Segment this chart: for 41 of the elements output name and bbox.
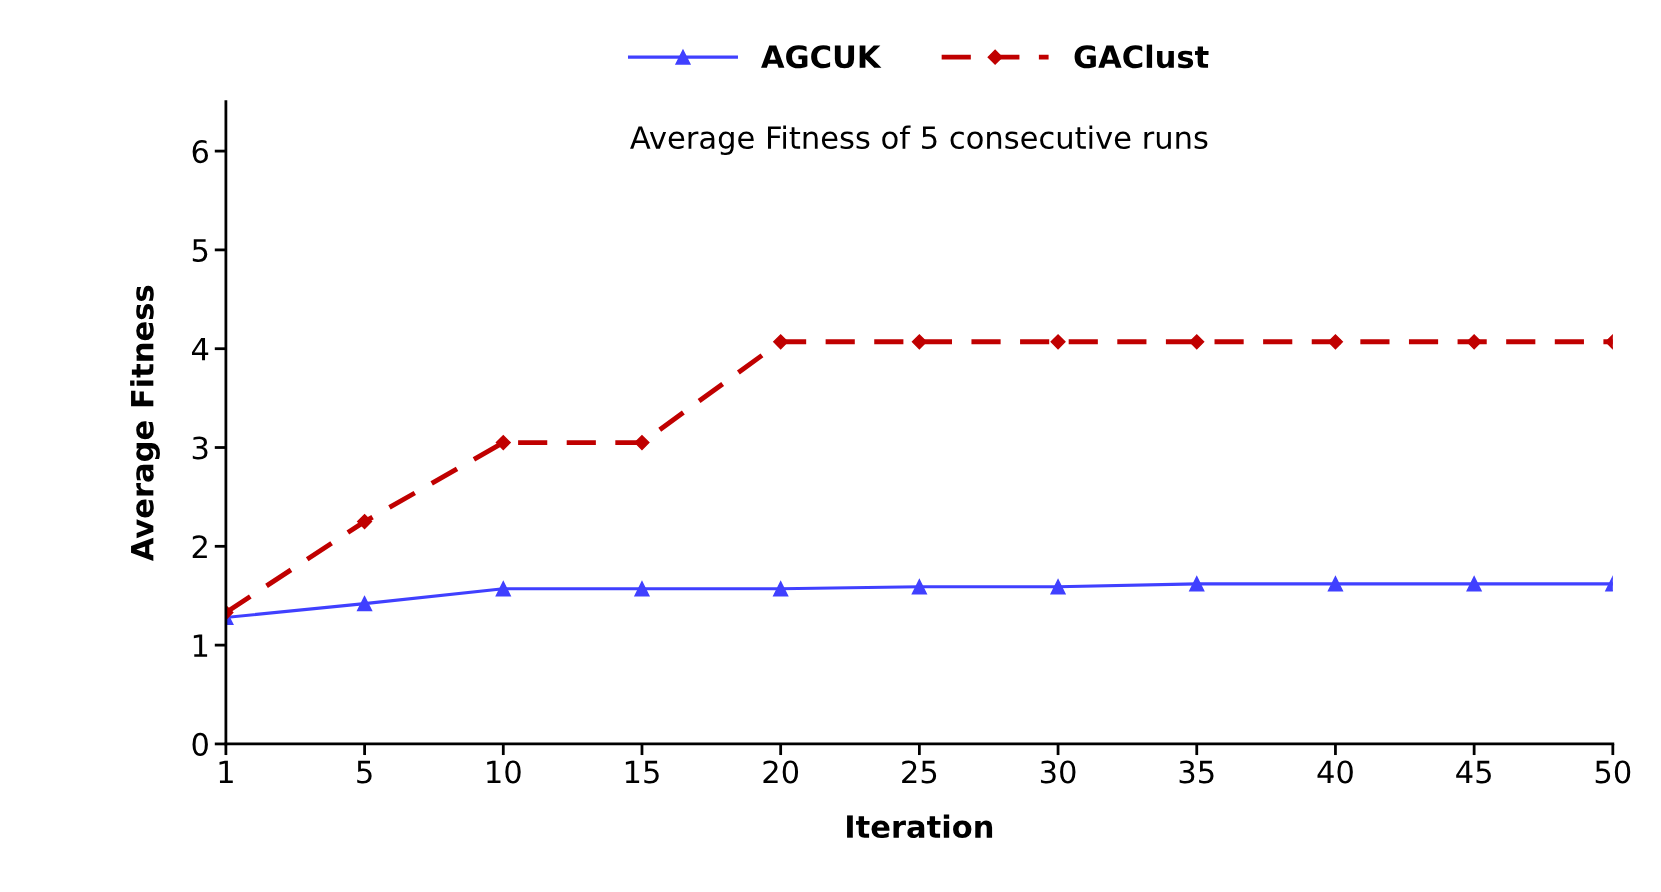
point — [1327, 334, 1344, 350]
x-tick-label: 1 — [219, 760, 233, 784]
x-tick-label: 15 — [625, 760, 659, 784]
y-tick-label: 1 — [193, 634, 208, 657]
point — [634, 581, 650, 597]
x-tick-label: 40 — [1317, 760, 1353, 784]
point — [911, 579, 928, 595]
x-tick-label: 45 — [1456, 760, 1491, 784]
point — [1050, 334, 1066, 350]
text: Average Fitness of 5 consecutive runs — [630, 125, 1208, 156]
x-tick-label: 35 — [1179, 760, 1214, 784]
point — [1466, 576, 1482, 592]
point — [1050, 579, 1066, 595]
point — [495, 581, 511, 597]
point — [1466, 334, 1482, 350]
point — [357, 514, 373, 530]
y-tick-label: 6 — [192, 140, 208, 164]
point — [1189, 334, 1205, 350]
point — [1189, 576, 1205, 592]
x-tick-label: 30 — [1040, 760, 1076, 784]
point — [773, 581, 789, 597]
y-tick-label: 0 — [192, 732, 208, 756]
legend-label: GAClust — [1074, 44, 1209, 69]
x-tick-label: 10 — [487, 760, 521, 784]
point — [495, 434, 511, 451]
y-tick-label: 3 — [192, 436, 208, 460]
y-tick-label: 2 — [192, 535, 207, 558]
x-tick-label: 25 — [902, 760, 937, 784]
y-axis-title: Average Fitness — [130, 285, 160, 562]
point — [634, 434, 650, 451]
x-tick-label: 50 — [1595, 760, 1631, 784]
x-tick-label: 20 — [763, 760, 799, 784]
legend-label: AGCUK — [761, 45, 882, 69]
y-tick-label: 5 — [192, 239, 208, 262]
x-axis-title: Iteration — [847, 814, 993, 839]
point — [1327, 576, 1344, 592]
y-tick-label: 4 — [191, 338, 209, 361]
point — [911, 334, 927, 350]
point — [773, 334, 789, 350]
point — [356, 595, 373, 612]
x-tick-label: 5 — [357, 760, 372, 784]
